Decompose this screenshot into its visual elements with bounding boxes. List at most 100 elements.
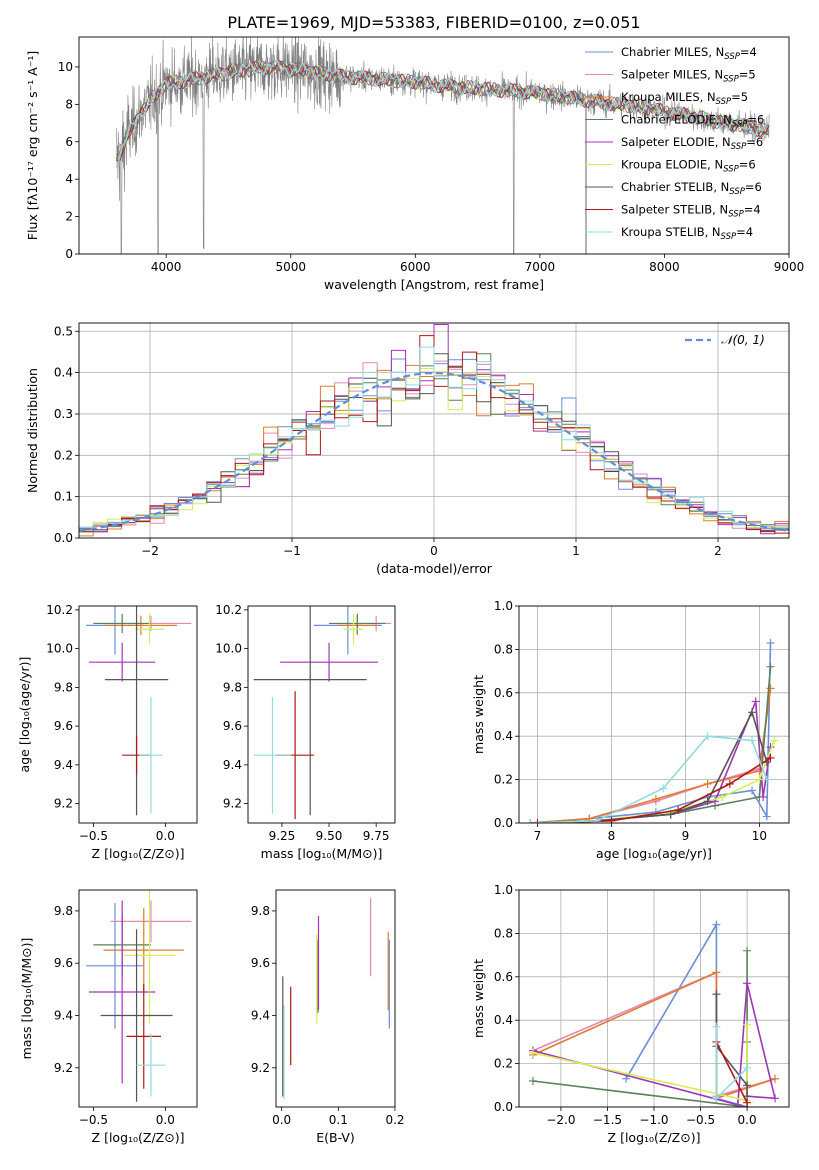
x-tick-label: −1.0 bbox=[639, 1113, 668, 1127]
legend-tail: =6 bbox=[747, 113, 764, 127]
weight-marker bbox=[766, 753, 775, 762]
weight-line-chabrier-stelib bbox=[530, 710, 768, 823]
x-axis-label: E(B-V) bbox=[316, 1130, 355, 1145]
legend-entry: Salpeter MILES, NSSP=5 bbox=[621, 68, 756, 85]
x-tick-label: 0 bbox=[430, 544, 438, 558]
weight-marker bbox=[674, 805, 683, 814]
y-tick-label: 9.6 bbox=[54, 956, 73, 970]
y-tick-label: 0.2 bbox=[494, 1057, 513, 1071]
weight-marker bbox=[759, 792, 768, 801]
x-tick-label: 8000 bbox=[649, 260, 680, 274]
weight-marker bbox=[622, 1074, 631, 1083]
legend-text: Salpeter MILES, N bbox=[621, 68, 723, 82]
y-tick-label: 9.2 bbox=[223, 797, 242, 811]
legend-text: Chabrier STELIB, N bbox=[621, 180, 729, 194]
weight-marker bbox=[703, 779, 712, 788]
legend-entry: Chabrier MILES, NSSP=4 bbox=[621, 45, 757, 62]
mass-vs-metallicity-plot: −0.5 0.0 9.2 9.4 9.6 9.8 Z [log₁₀(Z/Z⊙)] mass [… bbox=[19, 889, 198, 1145]
y-tick-label: 1.0 bbox=[494, 883, 513, 897]
weight-marker bbox=[743, 1063, 752, 1072]
legend-tail: =4 bbox=[744, 203, 761, 217]
weight-marker bbox=[771, 1094, 780, 1103]
x-tick-label: 1 bbox=[572, 544, 580, 558]
axes-frame bbox=[275, 889, 396, 1108]
age-vs-mass-plot: 9.25 9.50 9.75 9.2 9.4 9.6 9.8 10.0 10.2 mass [lo… bbox=[215, 603, 396, 861]
weight-line-kroupa-elodie bbox=[530, 740, 775, 823]
x-tick-label: 9.50 bbox=[316, 829, 343, 843]
x-tick-label: 4000 bbox=[151, 260, 182, 274]
legend-sub: SSP bbox=[721, 232, 737, 242]
weight-marker bbox=[743, 979, 752, 988]
y-tick-label: 9.4 bbox=[251, 1008, 270, 1022]
y-tick-label: 0.0 bbox=[54, 531, 73, 545]
axes-frame bbox=[518, 889, 790, 1108]
legend-tail: =6 bbox=[746, 135, 763, 149]
y-tick-label: 10.0 bbox=[46, 642, 73, 656]
x-axis-label: mass [log₁₀(M/M⊙)] bbox=[261, 846, 383, 861]
model-line-chabrier-elodie bbox=[116, 60, 769, 161]
y-tick-label: 9.4 bbox=[54, 758, 73, 772]
x-tick-label: −2.0 bbox=[546, 1113, 575, 1127]
y-axis-label: age [log₁₀(age/yr)] bbox=[17, 657, 32, 773]
spectrum-plot: 4000 5000 6000 7000 8000 9000 0 2 4 6 8 10 wavelengt… bbox=[25, 36, 805, 292]
y-tick-label: 0.2 bbox=[54, 448, 73, 462]
legend-sub: SSP bbox=[724, 52, 740, 62]
histogram-salpeter-stelib bbox=[79, 335, 789, 534]
weight-line-salpeter-miles bbox=[530, 688, 772, 823]
weight-line-chabrier-miles bbox=[530, 642, 772, 823]
weight-line-kroupa-elodie bbox=[532, 1024, 748, 1102]
y-tick-label: 0.8 bbox=[494, 642, 513, 656]
weight-line-salpeter-stelib bbox=[715, 1041, 748, 1104]
legend-sub: SSP bbox=[716, 97, 732, 107]
weight-line-salpeter-elodie bbox=[530, 701, 772, 823]
weight-marker bbox=[748, 786, 757, 795]
x-axis-label: Z [log₁₀(Z/Z⊙)] bbox=[608, 1130, 701, 1145]
y-tick-label: 0.4 bbox=[54, 366, 73, 380]
weight-marker bbox=[703, 732, 712, 741]
y-axis-label: mass [log₁₀(M/M⊙)] bbox=[19, 938, 34, 1060]
y-tick-label: 9.8 bbox=[54, 680, 73, 694]
legend-entry: Kroupa STELIB, NSSP=4 bbox=[621, 225, 753, 242]
legend-entry: Salpeter STELIB, NSSP=4 bbox=[621, 203, 761, 220]
y-tick-label: 0.6 bbox=[494, 970, 513, 984]
y-axis-label: Normed distribution bbox=[25, 368, 40, 493]
legend-sub: SSP bbox=[729, 187, 745, 197]
model-line-kroupa-stelib bbox=[115, 59, 770, 168]
plot-area bbox=[86, 606, 192, 816]
x-tick-label: 0.0 bbox=[272, 1113, 291, 1127]
legend-tail: =5 bbox=[731, 90, 748, 104]
weight-marker bbox=[725, 779, 734, 788]
weight-marker bbox=[751, 697, 760, 706]
weight-marker bbox=[766, 638, 775, 647]
legend-text: Salpeter STELIB, N bbox=[621, 203, 728, 217]
legend-text: Kroupa MILES, N bbox=[621, 90, 716, 104]
x-tick-label: −2 bbox=[141, 544, 159, 558]
y-tick-label: 1.0 bbox=[494, 599, 513, 613]
weight-marker bbox=[659, 784, 668, 793]
weight-marker bbox=[743, 946, 752, 955]
weight-line-chabrier-elodie bbox=[530, 666, 772, 823]
plot-area bbox=[528, 920, 780, 1107]
legend-text: Chabrier MILES, N bbox=[621, 45, 724, 59]
y-tick-label: 0.0 bbox=[494, 816, 513, 830]
legend-entry: Chabrier ELODIE, NSSP=6 bbox=[621, 113, 764, 130]
weight-line-kroupa-stelib bbox=[530, 735, 768, 823]
y-tick-label: 4 bbox=[65, 172, 73, 186]
gaussian-curve bbox=[79, 372, 787, 532]
y-tick-label: 0.3 bbox=[54, 407, 73, 421]
histogram-kroupa-stelib bbox=[79, 346, 789, 529]
legend-entry: Kroupa MILES, NSSP=5 bbox=[621, 90, 748, 107]
weight-marker bbox=[703, 797, 712, 806]
legend-entry: 𝒩(0, 1) bbox=[721, 333, 765, 347]
x-tick-label: 9000 bbox=[774, 260, 805, 274]
x-tick-label: −0.5 bbox=[79, 1113, 108, 1127]
x-tick-label: 0.0 bbox=[738, 1113, 757, 1127]
plot-area bbox=[253, 606, 392, 820]
axes-frame bbox=[78, 889, 198, 1108]
weight-marker bbox=[755, 775, 764, 784]
mass-vs-ebv-plot: 0.0 0.1 0.2 9.2 9.4 9.6 9.8 E(B-V) bbox=[251, 889, 405, 1145]
weight-marker bbox=[528, 1076, 537, 1085]
y-axis-label: mass weight bbox=[471, 675, 486, 754]
weight-marker bbox=[762, 812, 771, 821]
y-tick-label: 9.6 bbox=[223, 719, 242, 733]
